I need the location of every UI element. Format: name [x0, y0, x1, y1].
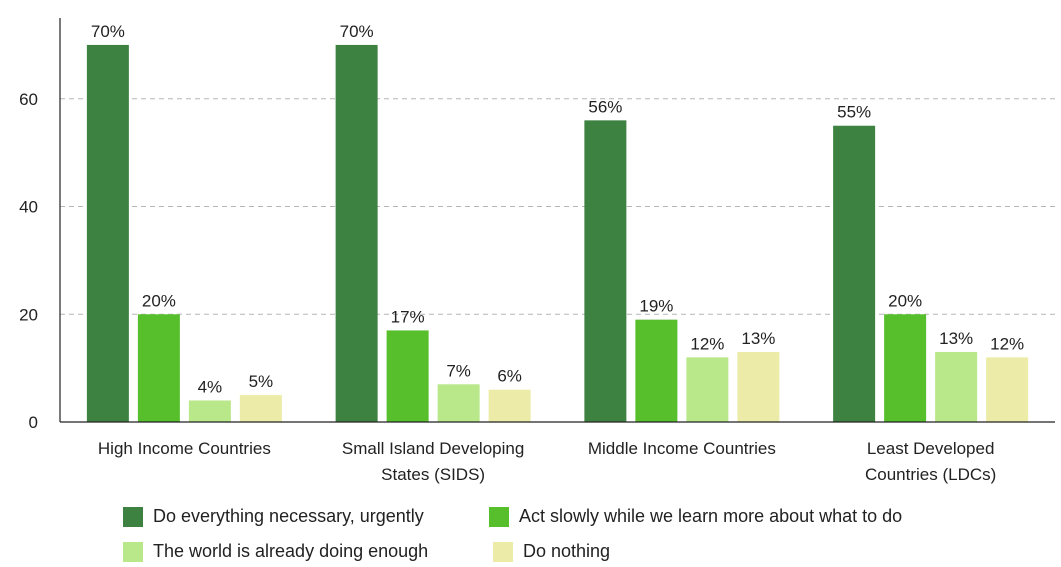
bar-value-label: 6% — [497, 367, 522, 386]
y-tick-label: 20 — [19, 305, 38, 324]
bar — [335, 44, 378, 422]
data-labels: 70% 20% 4% 5% 70% 17% 7% 6% 56% 19% 12% 13% 55% 20% 13… — [91, 22, 1024, 397]
x-category-label: Small Island Developing States (SIDS) — [342, 439, 524, 484]
x-category-label-line: Countries (LDCs) — [865, 465, 996, 484]
bars — [86, 44, 1029, 422]
bar — [188, 400, 231, 422]
bar-value-label: 13% — [741, 329, 775, 348]
bar-value-label: 13% — [939, 329, 973, 348]
legend-label: Act slowly while we learn more about wha… — [519, 506, 903, 526]
bar — [686, 357, 729, 422]
bar-value-label: 12% — [990, 334, 1024, 353]
bar-value-label: 55% — [837, 103, 871, 122]
axes: 0 20 40 60 High Income Countries Small Island… — [19, 18, 1055, 484]
x-category-label: Middle Income Countries — [588, 439, 776, 458]
bar — [935, 351, 978, 422]
bar-value-label: 5% — [249, 372, 274, 391]
bar-value-label: 20% — [888, 291, 922, 310]
x-category-label-line: States (SIDS) — [381, 465, 485, 484]
legend-label: Do nothing — [523, 541, 611, 561]
y-tick-label: 0 — [29, 413, 38, 432]
legend-swatch — [123, 541, 143, 562]
legend-item-slowly: Act slowly while we learn more about wha… — [489, 506, 902, 527]
bar — [635, 319, 678, 422]
bar — [86, 44, 129, 422]
bar — [737, 351, 780, 422]
bar — [986, 357, 1029, 422]
bar-value-label: 4% — [198, 377, 223, 396]
bar-value-label: 20% — [142, 291, 176, 310]
bar — [833, 125, 876, 422]
bar — [137, 314, 180, 422]
x-category-label: High Income Countries — [98, 439, 271, 458]
x-category-label: Least Developed Countries (LDCs) — [865, 439, 996, 484]
bar — [386, 330, 429, 422]
bar-value-label: 70% — [340, 22, 374, 41]
bar-value-label: 19% — [639, 297, 673, 316]
bar-value-label: 17% — [391, 307, 425, 326]
y-tick-label: 60 — [19, 90, 38, 109]
bar — [488, 389, 531, 422]
legend-swatch — [489, 506, 509, 527]
legend-swatch — [123, 506, 143, 527]
bar-value-label: 7% — [446, 361, 471, 380]
bar — [239, 395, 282, 422]
legend-item-enough: The world is already doing enough — [123, 541, 428, 562]
legend-label: Do everything necessary, urgently — [153, 506, 424, 526]
bar — [884, 314, 927, 422]
x-category-label-line: High Income Countries — [98, 439, 271, 458]
legend-label: The world is already doing enough — [153, 541, 429, 561]
legend-swatch — [493, 541, 513, 562]
legend-item-urgent: Do everything necessary, urgently — [123, 506, 424, 527]
bar-value-label: 56% — [588, 97, 622, 116]
bar-value-label: 12% — [690, 334, 724, 353]
bar-value-label: 70% — [91, 22, 125, 41]
x-category-label-line: Middle Income Countries — [588, 439, 776, 458]
bar-chart: 70% 20% 4% 5% 70% 17% 7% 6% 56% 19% 12% 13% 55% 20% 13… — [19, 18, 1055, 484]
x-category-label-line: Small Island Developing — [342, 439, 524, 458]
bar — [437, 384, 480, 422]
grid-lines — [60, 98, 1055, 315]
y-tick-label: 40 — [19, 198, 38, 217]
x-category-label-line: Least Developed — [867, 439, 995, 458]
bar — [584, 120, 627, 422]
legend-item-nothing: Do nothing — [493, 541, 610, 562]
